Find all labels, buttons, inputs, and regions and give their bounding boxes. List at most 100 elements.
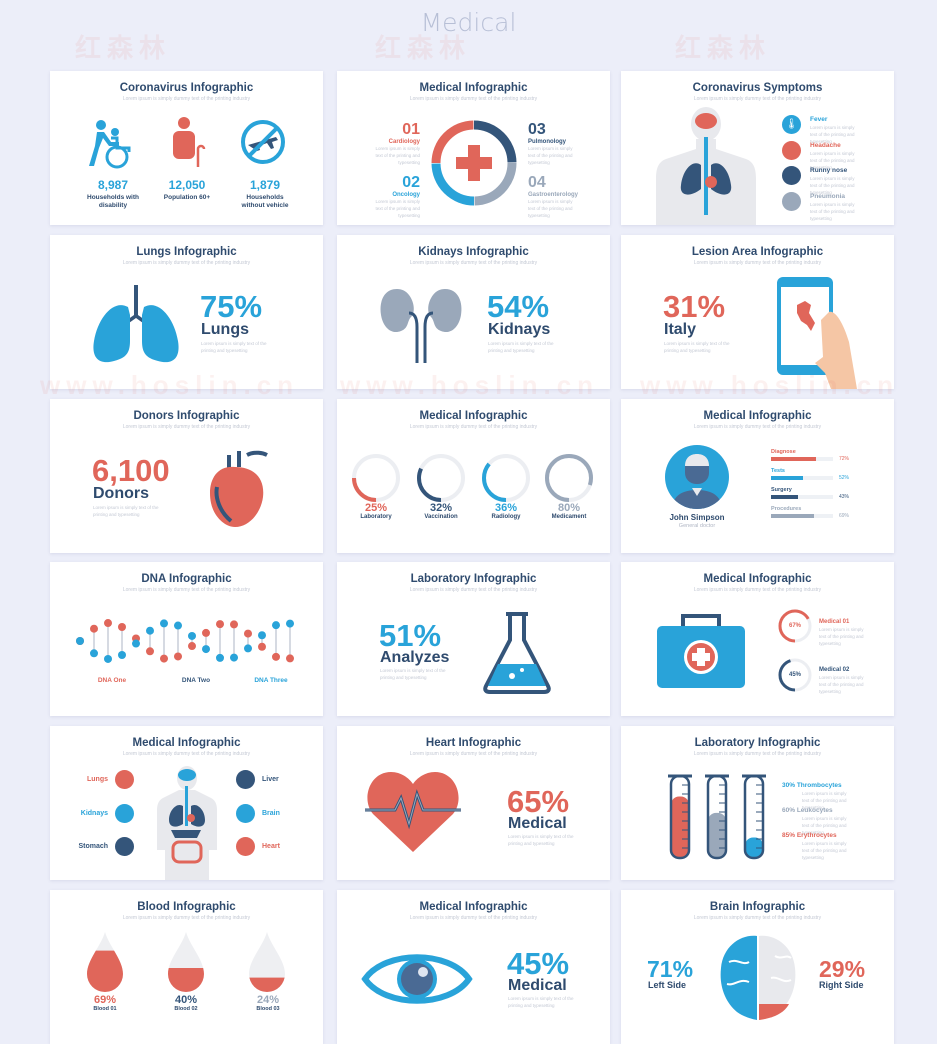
tube-item-erythrocytes: 85% Erythrocytes xyxy=(782,832,837,840)
brain-icon xyxy=(236,804,255,823)
card-donors-infographic[interactable]: Donors Infographic Lorem ipsum is simply… xyxy=(50,399,323,553)
drop-item: 24% Blood 03 xyxy=(238,994,298,1013)
card-subtitle: Lorem ipsum is simply dummy text of the … xyxy=(693,424,822,430)
card-medical-eye[interactable]: Medical Infographic Lorem ipsum is simpl… xyxy=(337,890,610,1044)
symptom-desc: Lorem ipsum is simply text of the printi… xyxy=(810,151,855,170)
segment-pulmonology xyxy=(431,120,517,206)
dna-node xyxy=(104,619,112,628)
symptom-label: Fever xyxy=(810,116,828,123)
ring-medical-02 xyxy=(778,658,812,692)
card-medical-organs[interactable]: Medical Infographic Lorem ipsum is simpl… xyxy=(50,726,323,880)
card-title: Laboratory Infographic xyxy=(410,573,537,585)
dna-node xyxy=(244,644,252,653)
tube-fill xyxy=(745,837,763,858)
tube-fill xyxy=(708,812,726,858)
symptom-label: Headache xyxy=(810,142,841,149)
ring-value: 45% xyxy=(788,672,801,678)
organ-label-kidneys: Kidnays xyxy=(80,810,108,817)
card-subtitle: Lorem ipsum is simply dummy text of the … xyxy=(122,751,251,757)
ring-value: 67% xyxy=(788,623,801,629)
card-lungs-infographic[interactable]: Lungs Infographic Lorem ipsum is simply … xyxy=(50,235,323,389)
drop-item: 69% Blood 01 xyxy=(75,994,135,1013)
item-gastroenterology: 04 Gastroenterology Lorem ipsum is simply … xyxy=(528,174,578,219)
stat-households-vehicle: 1,879 Households without vehicle xyxy=(215,178,315,210)
card-title: Heart Infographic xyxy=(425,737,522,749)
stat-label: Medical xyxy=(508,977,567,994)
dna-node xyxy=(230,653,238,662)
card-medical-doctor[interactable]: Medical Infographic Lorem ipsum is simpl… xyxy=(621,399,894,553)
item-number: 02 xyxy=(402,174,420,191)
brain-icon xyxy=(695,113,717,129)
ring-label: Medical 01 xyxy=(819,619,850,625)
segment-gastroenterology xyxy=(431,120,517,206)
dna-node xyxy=(244,629,252,638)
heart-icon xyxy=(236,837,255,856)
dna-node xyxy=(230,620,238,629)
segment-oncology xyxy=(431,120,517,206)
dna-helix-illustration xyxy=(76,619,294,663)
stat-value: 54% xyxy=(487,289,550,324)
bar-track xyxy=(771,514,833,518)
heart-pulse-icon xyxy=(365,772,461,852)
stat-desc: Lorem ipsum is simply text of the printi… xyxy=(93,505,159,517)
card-title: Coronavirus Symptoms xyxy=(692,82,823,94)
ring-label: Medical 02 xyxy=(819,667,850,673)
card-heart-infographic[interactable]: Heart Infographic Lorem ipsum is simply … xyxy=(337,726,610,880)
drop-label: Blood 01 xyxy=(93,1006,117,1012)
bar-label: Diagnose xyxy=(771,449,796,455)
card-medical-rings[interactable]: Medical Infographic Lorem ipsum is simpl… xyxy=(337,399,610,553)
card-title: Donors Infographic xyxy=(133,410,240,422)
card-title: DNA Infographic xyxy=(141,573,232,585)
card-lesion-area-infographic[interactable]: Lesion Area Infographic Lorem ipsum is s… xyxy=(621,235,894,389)
dna-node xyxy=(258,631,266,640)
dna-node xyxy=(286,619,294,628)
card-medical-donut[interactable]: Medical Infographic Lorem ipsum is simpl… xyxy=(337,71,610,225)
bar-track xyxy=(771,476,833,480)
card-brain-infographic[interactable]: Brain Infographic Lorem ipsum is simply … xyxy=(621,890,894,1044)
card-laboratory-analyzes[interactable]: Laboratory Infographic Lorem ipsum is si… xyxy=(337,562,610,716)
card-title: Coronavirus Infographic xyxy=(119,82,254,94)
card-blood-infographic[interactable]: Blood Infographic Lorem ipsum is simply … xyxy=(50,890,323,1044)
segment-cardiology xyxy=(431,120,517,206)
card-title: Medical Infographic xyxy=(703,410,812,422)
stat-value: 65% xyxy=(507,784,570,819)
medical-cross-icon xyxy=(456,145,492,181)
card-title: Medical Infographic xyxy=(703,573,812,585)
progress-rings xyxy=(352,454,593,502)
dna-node xyxy=(160,619,168,628)
card-title: Brain Infographic xyxy=(709,901,806,913)
dna-node xyxy=(216,653,224,662)
item-cardiology: 01 Cardiology Lorem ipsum is simply text o… xyxy=(375,121,420,166)
stat-value: 51% xyxy=(379,618,442,653)
organ-label-heart: Heart xyxy=(262,843,280,850)
card-coronavirus-symptoms[interactable]: Coronavirus Symptoms Lorem ipsum is simp… xyxy=(621,71,894,225)
stat-label: Households without vehicle xyxy=(241,194,289,209)
ring-value: 36% xyxy=(494,502,518,514)
stat-desc: Lorem ipsum is simply text of the printi… xyxy=(380,668,446,680)
dna-node xyxy=(216,620,224,629)
liver-icon xyxy=(236,770,255,789)
card-dna-infographic[interactable]: DNA Infographic Lorem ipsum is simply du… xyxy=(50,562,323,716)
card-kidneys-infographic[interactable]: Kidnays Infographic Lorem ipsum is simpl… xyxy=(337,235,610,389)
blood-drop-fill xyxy=(87,950,123,992)
stomach-icon xyxy=(115,837,134,856)
card-subtitle: Lorem ipsum is simply dummy text of the … xyxy=(409,915,538,921)
ring-laboratory xyxy=(352,454,400,502)
lungs-icon xyxy=(93,285,179,363)
wheelchair-icon xyxy=(89,120,131,169)
card-coronavirus-infographic[interactable]: Coronavirus Infographic Lorem ipsum is s… xyxy=(50,71,323,225)
ring-value: 32% xyxy=(429,502,453,514)
bar-label: Tests xyxy=(771,468,785,474)
bar-value: 43% xyxy=(839,494,850,500)
card-medical-kit[interactable]: Medical Infographic Lorem ipsum is simpl… xyxy=(621,562,894,716)
dna-node xyxy=(286,654,294,663)
lungs-icon xyxy=(782,192,801,211)
item-label: Cardiology xyxy=(388,139,420,145)
card-subtitle: Lorem ipsum is simply dummy text of the … xyxy=(409,587,538,593)
card-laboratory-tubes[interactable]: Laboratory Infographic Lorem ipsum is si… xyxy=(621,726,894,880)
stat-households-disability: 8,987 Households with disability xyxy=(63,178,163,210)
tube-value: 60% xyxy=(782,807,796,814)
item-desc: Lorem ipsum is simply text of the printi… xyxy=(528,199,573,218)
dna-node xyxy=(272,652,280,661)
symptom-desc: Lorem ipsum is simply text of the printi… xyxy=(810,125,855,144)
